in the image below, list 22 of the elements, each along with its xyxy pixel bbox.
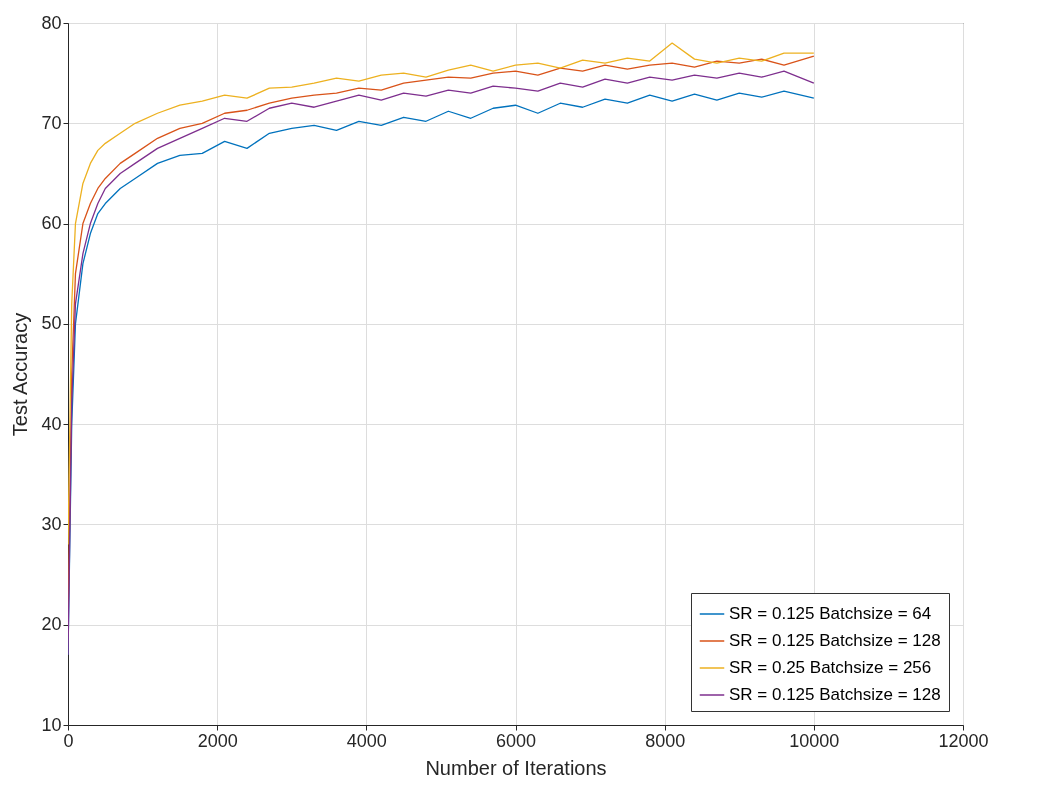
y-tick-label: 20 [41, 614, 62, 635]
legend-label: SR = 0.125 Batchsize = 128 [729, 685, 941, 704]
y-axis-title: Test Accuracy [9, 312, 32, 437]
y-tick-label: 60 [41, 213, 62, 234]
y-tick-label: 80 [41, 12, 62, 33]
legend-label: SR = 0.25 Batchsize = 256 [729, 658, 932, 677]
x-tick-label: 4000 [346, 730, 387, 751]
line-series [68, 42, 815, 546]
y-tick-label: 50 [41, 313, 62, 334]
y-tick-label: 40 [41, 413, 62, 434]
x-tick-label: 8000 [645, 730, 686, 751]
x-axis-title: Number of Iterations [425, 756, 607, 779]
x-tick-label: 6000 [495, 730, 537, 751]
x-tick-label: 2000 [197, 730, 238, 751]
x-tick-label: 12000 [938, 730, 989, 751]
legend-label: SR = 0.125 Batchsize = 64 [729, 604, 932, 623]
legend-label: SR = 0.125 Batchsize = 128 [729, 631, 941, 650]
x-tick-label: 0 [63, 730, 74, 751]
y-tick-label: 30 [41, 513, 62, 534]
y-tick-label: 70 [41, 112, 62, 133]
x-tick-label: 10000 [789, 730, 840, 751]
y-tick-label: 10 [41, 714, 62, 735]
